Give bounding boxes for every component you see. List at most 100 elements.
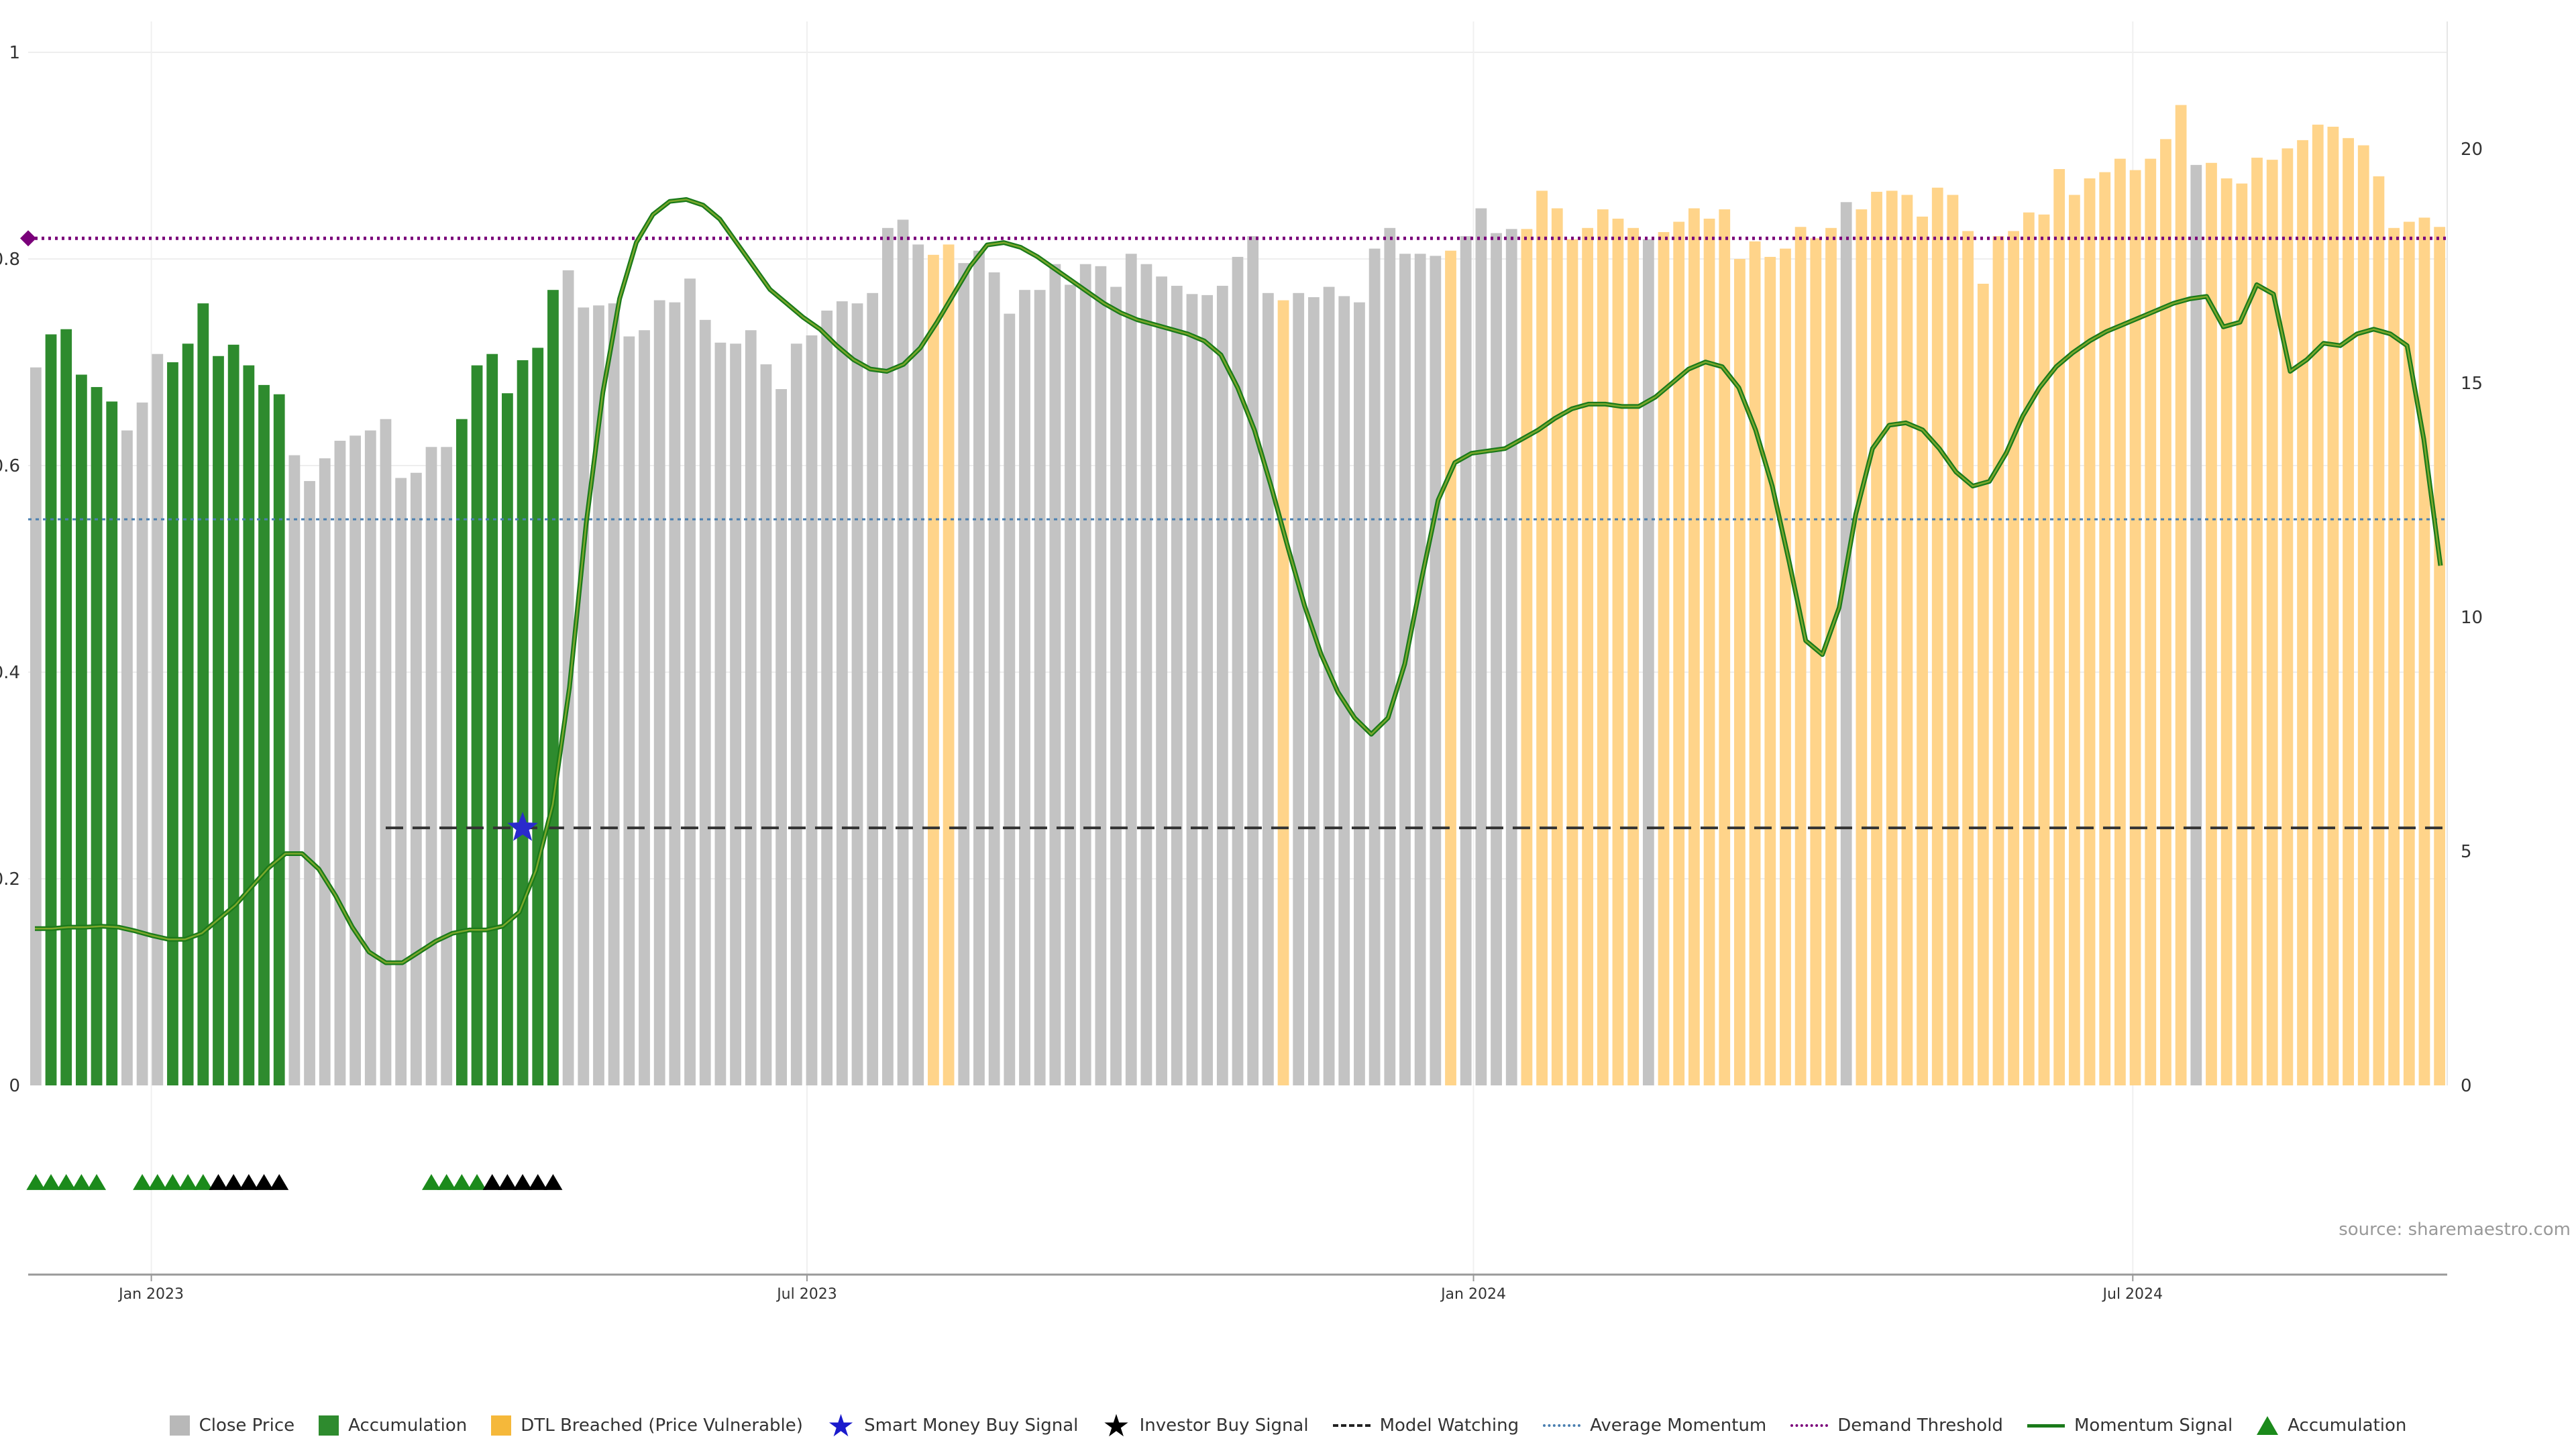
accumulation-marker: [468, 1174, 487, 1190]
star-icon: ★: [1102, 1407, 1130, 1444]
right-tick-label: 15: [2461, 374, 2483, 394]
bar: [1764, 256, 1776, 1085]
accumulation-marker: [193, 1174, 213, 1190]
bar: [639, 330, 650, 1085]
bar: [988, 272, 1000, 1085]
bar: [319, 458, 331, 1085]
bar: [182, 343, 194, 1085]
bar: [1658, 231, 1670, 1086]
bar: [1384, 227, 1396, 1085]
legend-item: ★ Investor Buy Signal: [1102, 1407, 1308, 1444]
bar: [1156, 276, 1167, 1086]
accumulation-marker: [56, 1174, 76, 1190]
bar: [60, 329, 72, 1086]
bar: [1917, 216, 1928, 1085]
bar: [1460, 236, 1472, 1085]
bar: [2008, 231, 2020, 1085]
bar: [1354, 302, 1365, 1086]
bar: [1414, 254, 1426, 1085]
bar: [881, 227, 894, 1085]
source-credit: source: sharemaestro.com: [2339, 1220, 2571, 1240]
bar: [1430, 256, 1442, 1085]
bar: [623, 336, 635, 1085]
bar: [1004, 313, 1016, 1085]
left-tick-label: 0.6: [0, 456, 20, 476]
bar: [2266, 160, 2278, 1085]
bar: [2160, 139, 2171, 1086]
bar: [2282, 148, 2294, 1086]
bar: [714, 342, 727, 1085]
legend-item: Accumulation: [2257, 1415, 2406, 1436]
legend-swatch: [169, 1415, 190, 1436]
bar: [30, 367, 42, 1086]
bar: [1110, 286, 1122, 1086]
bar: [1232, 256, 1244, 1085]
bar: [2357, 145, 2369, 1086]
bar: [1277, 300, 1289, 1086]
bar: [455, 419, 468, 1085]
investor-buy-marker: [482, 1174, 502, 1190]
bar: [1171, 286, 1183, 1085]
investor-buy-marker: [224, 1174, 244, 1190]
accumulation-marker: [163, 1174, 182, 1190]
bar: [1445, 250, 1456, 1086]
bar: [502, 393, 513, 1086]
bar: [197, 303, 209, 1086]
legend-item: Accumulation: [319, 1415, 467, 1436]
accumulation-marker: [422, 1174, 441, 1190]
bar: [1308, 297, 1320, 1086]
chart-legend: Close Price Accumulation DTL Breached (Pri…: [0, 1407, 2576, 1444]
legend-item: Demand Threshold: [1790, 1415, 2003, 1436]
accumulation-marker: [87, 1174, 107, 1190]
bar: [1216, 286, 1228, 1085]
legend-item: ★ Smart Money Buy Signal: [826, 1407, 1078, 1444]
accumulation-marker: [148, 1174, 167, 1190]
bar: [1140, 264, 1152, 1086]
accumulation-marker: [133, 1174, 152, 1190]
bar: [2220, 178, 2233, 1085]
bar: [2068, 195, 2080, 1085]
bar: [2129, 170, 2141, 1085]
bar: [75, 374, 87, 1085]
bar: [1368, 248, 1381, 1086]
bar: [1719, 209, 1731, 1086]
bar: [1323, 286, 1335, 1086]
bar: [1293, 292, 1305, 1085]
bar: [2312, 124, 2324, 1085]
bar: [1871, 191, 1882, 1085]
left-tick-label: 0.8: [0, 250, 20, 270]
legend-swatch: [1543, 1424, 1581, 1427]
right-tick-label: 0: [2461, 1076, 2472, 1096]
bar: [2343, 138, 2354, 1085]
bar: [775, 389, 788, 1085]
star-icon: ★: [826, 1407, 855, 1444]
bar: [836, 301, 848, 1085]
bar: [1049, 264, 1061, 1086]
bar: [2023, 212, 2035, 1086]
bar: [258, 384, 270, 1085]
right-tick-label: 20: [2461, 140, 2483, 160]
bar: [517, 360, 529, 1086]
investor-buy-marker: [270, 1174, 289, 1190]
bar: [1521, 229, 1533, 1086]
bar: [578, 307, 590, 1085]
legend-item: Model Watching: [1332, 1415, 1519, 1436]
bar: [1810, 238, 1822, 1086]
bar: [471, 365, 483, 1085]
bar: [1642, 239, 1654, 1085]
legend-item: DTL Breached (Price Vulnerable): [491, 1415, 803, 1436]
bar: [806, 335, 818, 1086]
bar: [2373, 176, 2385, 1085]
legend-item: Close Price: [169, 1415, 294, 1436]
left-tick-label: 0: [9, 1076, 20, 1096]
investor-buy-marker: [209, 1174, 228, 1190]
accumulation-marker: [437, 1174, 456, 1190]
momentum-line-highlight: [35, 199, 2442, 964]
bar: [1566, 239, 1578, 1085]
bar: [1201, 294, 1214, 1085]
price-bars: [30, 105, 2446, 1086]
accumulation-marker: [178, 1174, 198, 1190]
investor-buy-marker: [498, 1174, 517, 1190]
legend-label: Model Watching: [1379, 1415, 1519, 1436]
momentum-signal: [35, 197, 2443, 965]
